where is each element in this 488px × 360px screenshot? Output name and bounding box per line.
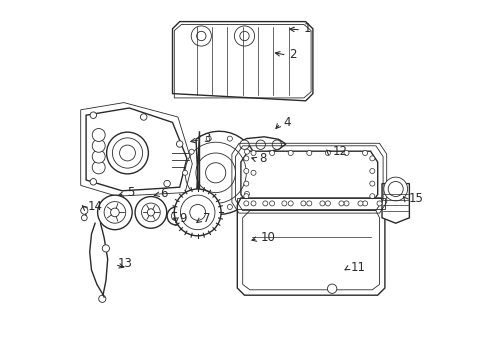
Circle shape — [163, 180, 170, 187]
Circle shape — [387, 181, 403, 197]
Circle shape — [135, 197, 166, 228]
Circle shape — [176, 141, 183, 147]
Circle shape — [281, 201, 286, 206]
Polygon shape — [86, 108, 186, 191]
Circle shape — [182, 170, 187, 175]
Circle shape — [244, 181, 248, 186]
Circle shape — [174, 189, 221, 236]
Circle shape — [250, 170, 256, 175]
Circle shape — [325, 150, 330, 156]
Polygon shape — [381, 184, 408, 223]
Circle shape — [357, 201, 362, 206]
Circle shape — [189, 204, 205, 220]
Circle shape — [272, 140, 281, 149]
Circle shape — [262, 201, 267, 206]
Text: 12: 12 — [332, 145, 347, 158]
Circle shape — [239, 140, 249, 149]
Circle shape — [189, 149, 194, 154]
Circle shape — [244, 149, 249, 154]
Circle shape — [369, 168, 374, 174]
Circle shape — [244, 156, 248, 161]
Text: 1: 1 — [303, 22, 311, 35]
Text: 15: 15 — [407, 192, 422, 204]
Circle shape — [244, 192, 249, 197]
Circle shape — [383, 177, 407, 201]
Circle shape — [250, 150, 256, 156]
Circle shape — [180, 195, 215, 230]
Circle shape — [140, 114, 146, 120]
Circle shape — [244, 201, 248, 206]
Circle shape — [327, 284, 336, 293]
Text: 13: 13 — [118, 257, 132, 270]
Circle shape — [92, 129, 105, 141]
Circle shape — [106, 132, 148, 174]
Circle shape — [81, 207, 88, 214]
Circle shape — [369, 194, 374, 199]
Circle shape — [120, 145, 135, 161]
Text: 5: 5 — [127, 186, 135, 199]
Text: 4: 4 — [283, 116, 290, 129]
Text: 14: 14 — [88, 201, 102, 213]
Circle shape — [244, 194, 248, 199]
Circle shape — [141, 203, 160, 222]
Circle shape — [376, 201, 381, 206]
Text: 3: 3 — [203, 132, 210, 145]
Circle shape — [319, 201, 324, 206]
Circle shape — [167, 207, 185, 225]
Circle shape — [338, 201, 343, 206]
Text: 9: 9 — [179, 212, 186, 225]
Circle shape — [369, 156, 374, 161]
Circle shape — [287, 150, 293, 156]
Circle shape — [92, 150, 105, 163]
Text: 11: 11 — [350, 261, 365, 274]
Circle shape — [92, 139, 105, 152]
Circle shape — [110, 208, 119, 217]
Circle shape — [92, 161, 105, 174]
Circle shape — [244, 168, 248, 174]
Circle shape — [206, 136, 211, 141]
Polygon shape — [241, 151, 377, 205]
Circle shape — [343, 201, 348, 206]
Circle shape — [104, 202, 125, 223]
Circle shape — [287, 201, 293, 206]
Polygon shape — [237, 137, 285, 152]
Circle shape — [102, 245, 109, 252]
Text: 8: 8 — [258, 152, 266, 165]
Circle shape — [206, 204, 211, 210]
Circle shape — [112, 138, 142, 168]
Text: 7: 7 — [203, 212, 210, 225]
Circle shape — [306, 150, 311, 156]
Circle shape — [196, 31, 205, 41]
Circle shape — [325, 201, 330, 206]
Circle shape — [227, 136, 232, 141]
Polygon shape — [237, 198, 384, 295]
Circle shape — [269, 150, 274, 156]
Circle shape — [189, 192, 194, 197]
Circle shape — [369, 181, 374, 186]
Circle shape — [227, 204, 232, 210]
Circle shape — [90, 179, 96, 185]
Circle shape — [343, 150, 348, 156]
Text: 2: 2 — [289, 48, 296, 60]
Circle shape — [234, 26, 254, 46]
Circle shape — [362, 150, 367, 156]
Circle shape — [99, 295, 106, 302]
Circle shape — [147, 209, 154, 216]
Polygon shape — [172, 22, 312, 101]
Circle shape — [256, 140, 265, 149]
Circle shape — [269, 201, 274, 206]
Circle shape — [81, 215, 87, 221]
Circle shape — [250, 201, 256, 206]
Text: 6: 6 — [160, 187, 167, 200]
Circle shape — [191, 26, 211, 46]
Circle shape — [171, 211, 181, 221]
Circle shape — [306, 201, 311, 206]
Circle shape — [362, 201, 367, 206]
Circle shape — [90, 112, 96, 118]
Circle shape — [98, 195, 132, 230]
Polygon shape — [196, 131, 258, 214]
Text: 10: 10 — [260, 231, 275, 244]
Circle shape — [239, 31, 249, 41]
Circle shape — [300, 201, 305, 206]
